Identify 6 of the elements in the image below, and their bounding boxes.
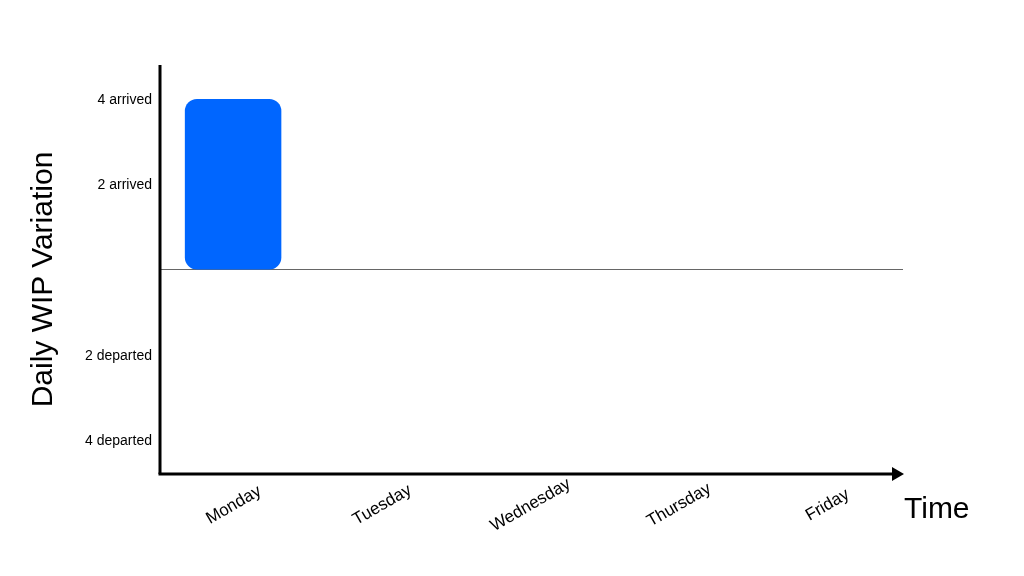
y-tick-label: 4 arrived	[97, 90, 152, 107]
y-tick-label: 2 arrived	[97, 176, 152, 193]
y-tick-label: 2 departed	[85, 346, 152, 363]
y-tick-label: 4 departed	[85, 431, 152, 448]
y-axis-title: Daily WIP Variation	[25, 151, 58, 408]
x-axis-title: Time	[904, 491, 970, 524]
